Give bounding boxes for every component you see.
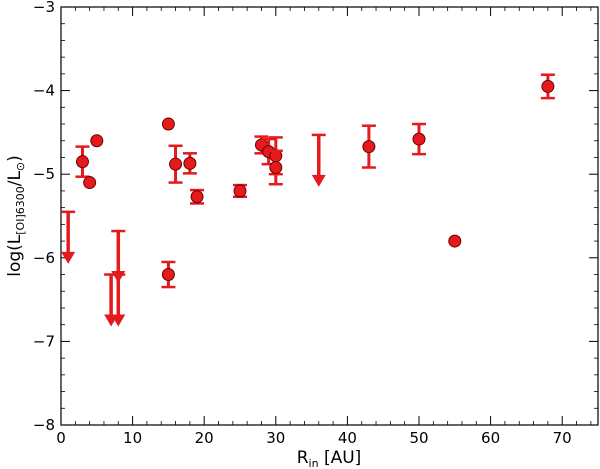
y-tick-label: −6: [33, 249, 55, 267]
data-point: [268, 149, 283, 186]
plot-frame: [60, 6, 599, 426]
data-markers: [61, 73, 555, 327]
y-tick-label: −3: [33, 0, 55, 16]
x-tick-label: 30: [266, 429, 285, 447]
data-point: [90, 134, 104, 148]
y-tick-label: −8: [33, 416, 55, 434]
data-point: [540, 73, 555, 100]
data-point: [75, 145, 90, 178]
x-axis-label: Rin [AU]: [297, 448, 362, 469]
upper-limit-head: [111, 314, 126, 327]
point-marker: [448, 234, 462, 248]
point-marker: [362, 140, 376, 154]
data-point: [182, 152, 197, 175]
y-axis-label: log(L[OI]6300/L⊙): [5, 155, 27, 277]
point-marker: [161, 117, 175, 131]
point-marker: [75, 155, 89, 169]
data-point: [233, 183, 247, 199]
data-point: [412, 122, 426, 156]
x-tick-label: 50: [409, 429, 428, 447]
data-point: [168, 144, 183, 184]
x-tick-label: 70: [553, 429, 572, 447]
point-marker: [412, 132, 426, 146]
axis-tick-labels: 0 10 20 30 40 50 60 70 −8 −7 −6 −5 −4 −3: [33, 0, 572, 447]
upper-limit-arrow: [111, 273, 126, 327]
data-point: [448, 234, 462, 248]
x-tick-label: 0: [56, 429, 66, 447]
x-tick-label: 60: [481, 429, 500, 447]
point-marker: [169, 157, 183, 171]
y-tick-label: −7: [33, 332, 55, 350]
upper-limit-arrow: [61, 210, 76, 264]
y-tick-label: −4: [33, 82, 55, 100]
axis-ticks: [60, 6, 598, 426]
data-point: [161, 117, 175, 131]
point-marker: [83, 176, 97, 190]
point-marker: [233, 184, 247, 198]
point-marker: [183, 156, 197, 170]
upper-limit-arrow: [311, 133, 326, 187]
data-point: [161, 260, 176, 289]
data-point: [83, 176, 97, 190]
upper-limit-head: [61, 251, 76, 264]
data-point: [190, 188, 205, 205]
x-tick-label: 20: [195, 429, 214, 447]
data-point: [361, 124, 376, 169]
x-tick-label: 40: [338, 429, 357, 447]
upper-limit-head: [311, 174, 326, 187]
point-marker: [190, 190, 204, 204]
point-marker: [541, 79, 555, 93]
point-marker: [161, 268, 175, 282]
point-marker: [269, 161, 283, 175]
point-marker: [90, 134, 104, 148]
y-tick-label: −5: [33, 165, 55, 183]
x-tick-label: 10: [123, 429, 142, 447]
